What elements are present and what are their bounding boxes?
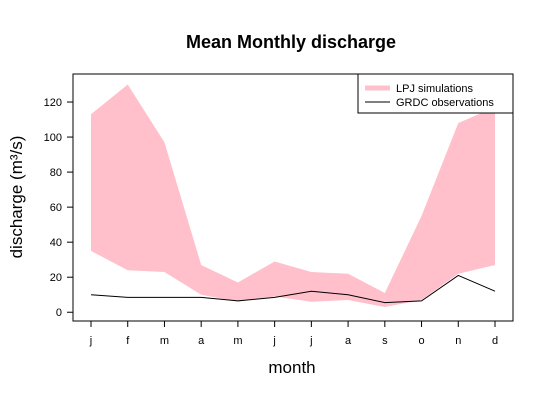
y-tick-label: 120 — [44, 97, 62, 109]
plot-area — [90, 84, 496, 307]
y-tick-label: 60 — [50, 202, 62, 214]
x-tick-label: j — [309, 335, 312, 347]
x-tick-label: n — [455, 335, 461, 347]
x-tick-label: s — [382, 335, 388, 347]
y-tick-label: 80 — [50, 167, 62, 179]
y-tick-label: 20 — [50, 272, 62, 284]
x-tick-label: o — [418, 335, 424, 347]
x-tick-label: a — [345, 335, 352, 347]
x-axis-label: month — [268, 358, 315, 377]
legend-label-lpj: LPJ simulations — [396, 83, 474, 95]
y-axis: 0 20 40 60 80 100 120 — [44, 97, 73, 319]
x-tick-label: j — [272, 335, 275, 347]
x-tick-label: f — [126, 335, 130, 347]
legend-label-grdc: GRDC observations — [396, 97, 494, 109]
y-tick-label: 0 — [56, 307, 62, 319]
plot-frame — [72, 73, 514, 322]
x-tick-label: a — [198, 335, 205, 347]
legend: LPJ simulations GRDC observations — [357, 73, 514, 114]
chart-title: Mean Monthly discharge — [186, 32, 396, 52]
x-tick-label: j — [89, 335, 92, 347]
y-axis-label: discharge (m³/s) — [7, 136, 26, 259]
y-tick-label: 100 — [44, 132, 62, 144]
x-tick-label: d — [492, 335, 498, 347]
legend-box — [357, 73, 514, 114]
series-grdc-line — [90, 274, 496, 304]
x-tick-label: m — [233, 335, 242, 347]
x-tick-label: m — [160, 335, 169, 347]
y-tick-label: 40 — [50, 237, 62, 249]
series-lpj-band — [91, 84, 495, 307]
